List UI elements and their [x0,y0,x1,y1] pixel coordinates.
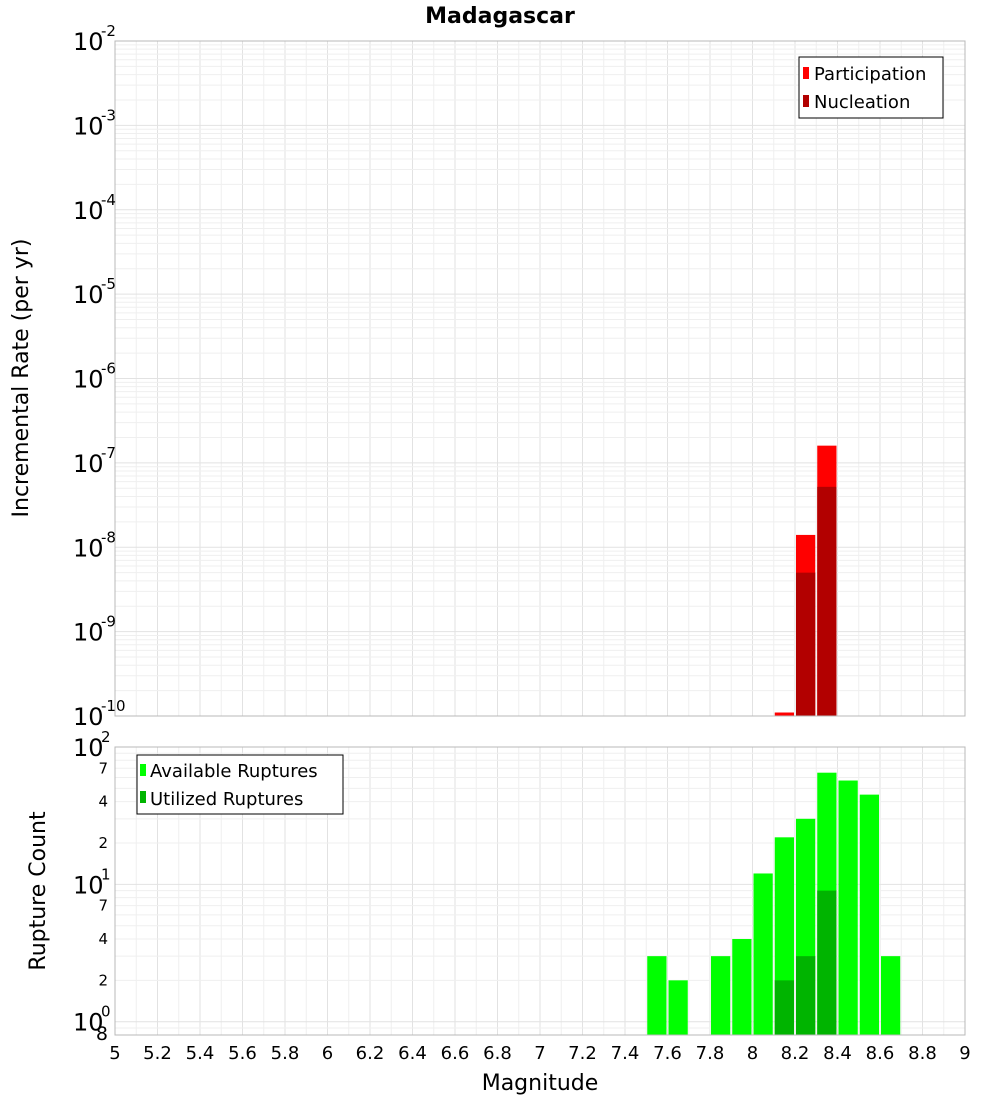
top-bar-nucleation [817,486,837,716]
x-tick-label: 6.4 [398,1043,427,1064]
y-tick-label: 10 [73,619,104,647]
legend-swatch-nucleation [803,95,809,107]
y-tick-exponent: -10 [101,697,126,715]
top-bar-nucleation [796,572,816,716]
y-tick-label: 10 [73,112,104,140]
x-tick-label: 5.6 [228,1043,257,1064]
chart-title: Madagascar [425,4,575,29]
legend-swatch-utilized [140,791,146,803]
y-tick-exponent: 2 [101,728,111,746]
y-tick-label: 10 [73,450,104,478]
y-minor-tick-label: 4 [98,930,108,948]
x-axis-label: Magnitude [482,1071,599,1096]
x-tick-label: 5.8 [271,1043,300,1064]
y-tick-exponent: -5 [101,275,116,293]
x-tick-label: 6.2 [356,1043,385,1064]
bottom-bar-available-ruptures [732,939,752,1035]
top-legend: Participation Nucleation [798,56,944,119]
bottom-bar-available-ruptures [881,956,901,1035]
bottom-bar-available-ruptures [859,794,879,1035]
bottom-legend: Available Ruptures Utilized Ruptures [136,754,344,815]
y-tick-exponent: -6 [101,360,116,378]
legend-swatch-available [140,764,146,776]
x-tick-label: 8.2 [781,1043,810,1064]
y-tick-exponent: -2 [101,22,116,40]
x-tick-label: 7.8 [696,1043,725,1064]
legend-label-utilized: Utilized Ruptures [150,789,303,810]
y-tick-label: 10 [73,197,104,225]
y-tick-exponent: -4 [101,191,116,209]
bottom-bar-utilized-ruptures [817,890,837,1035]
bottom-bar-utilized-ruptures [796,956,816,1035]
x-tick-label: 8.8 [908,1043,937,1064]
y-tick-exponent: -9 [101,613,116,631]
y-tick-label: 10 [73,703,104,731]
x-tick-labels: 5 5.2 5.4 5.6 5.8 6 6.2 6.4 6.6 6.8 7 7.2 7.4 7.6 7.8 8… [109,1043,970,1064]
x-tick-label: 7.2 [568,1043,597,1064]
legend-label-participation: Participation [814,64,926,85]
x-tick-label: 6.6 [441,1043,470,1064]
x-tick-label: 6 [322,1043,333,1064]
legend-label-available: Available Ruptures [150,761,318,782]
y-minor-tick-label: 8 [96,1023,108,1045]
top-grid [114,40,966,717]
bottom-plot-frame [114,746,966,1036]
y-tick-label: 10 [73,734,104,762]
x-tick-label: 5 [109,1043,120,1064]
y-tick-label: 10 [73,871,104,899]
y-tick-label: 10 [73,281,104,309]
y-minor-tick-label: 2 [98,971,108,989]
y-tick-exponent: -8 [101,528,116,546]
bottom-bar-utilized-ruptures [774,980,794,1035]
x-tick-label: 9 [959,1043,970,1064]
bottom-bar-available-ruptures [838,780,858,1035]
x-tick-label: 8.6 [866,1043,895,1064]
y-tick-label: 10 [73,534,104,562]
x-tick-label: 5.4 [186,1043,215,1064]
y-tick-exponent: -7 [101,444,116,462]
top-legend-box [798,56,944,119]
y-minor-tick-label: 2 [98,834,108,852]
y-tick-exponent: 1 [101,865,111,883]
bottom-bar-available-ruptures [753,873,773,1035]
top-y-axis-label: Incremental Rate (per yr) [9,239,34,518]
y-tick-label: 10 [73,366,104,394]
top-bar-participation [774,712,794,716]
bottom-bar-available-ruptures [668,980,688,1035]
y-minor-tick-label: 4 [98,793,108,811]
bottom-bars [647,772,901,1035]
x-tick-label: 7.4 [611,1043,640,1064]
bottom-bar-available-ruptures [711,956,731,1035]
top-plot-frame [114,40,966,717]
x-tick-label: 8 [747,1043,758,1064]
legend-swatch-participation [803,67,809,79]
x-tick-label: 7 [534,1043,545,1064]
y-tick-label: 10 [73,1009,104,1037]
legend-label-nucleation: Nucleation [814,92,910,113]
y-tick-label: 10 [73,28,104,56]
bottom-y-axis-label: Rupture Count [26,811,51,971]
x-tick-label: 5.2 [143,1043,172,1064]
y-minor-tick-label: 7 [98,897,108,915]
x-tick-label: 7.6 [653,1043,682,1064]
y-tick-exponent: 0 [101,1003,111,1021]
x-tick-label: 6.8 [483,1043,512,1064]
bottom-legend-box [136,754,344,815]
x-tick-label: 8.4 [823,1043,852,1064]
y-tick-exponent: -3 [101,106,116,124]
y-minor-tick-label: 7 [98,759,108,777]
top-bars [774,445,837,716]
bottom-bar-available-ruptures [647,956,667,1035]
